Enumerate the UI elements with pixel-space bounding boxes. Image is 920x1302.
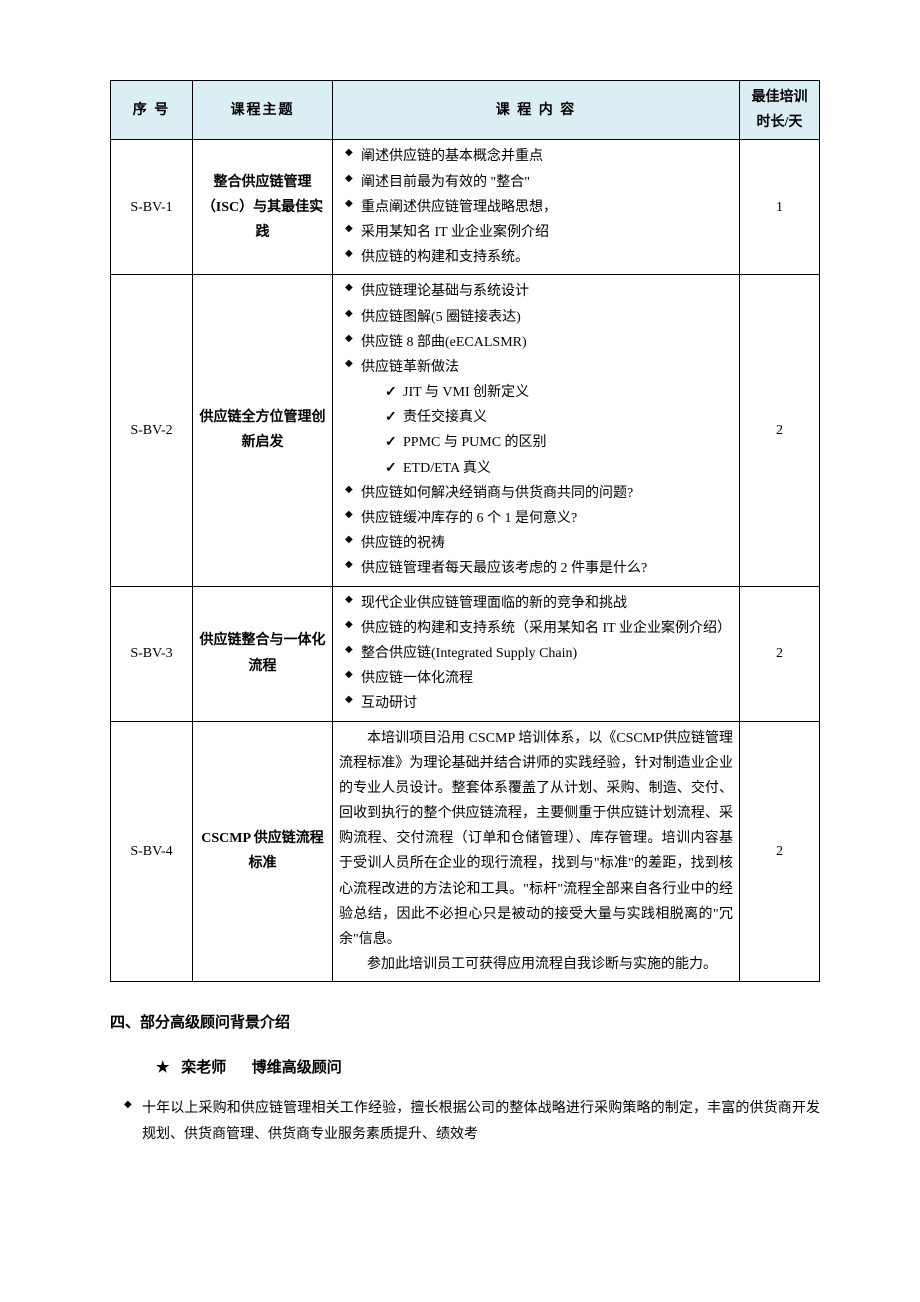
cell-content: 阐述供应链的基本概念并重点阐述目前最为有效的 "整合"重点阐述供应链管理战略思想… [333,140,740,275]
course-table: 序 号 课程主题 课 程 内 容 最佳培训时长/天 S-BV-1整合供应链管理（… [110,80,820,982]
cell-duration: 2 [740,586,820,721]
cell-duration: 1 [740,140,820,275]
cell-topic: 整合供应链管理（ISC）与其最佳实践 [193,140,333,275]
cell-topic: 供应链整合与一体化流程 [193,586,333,721]
consultant-bio-list: 十年以上采购和供应链管理相关工作经验，擅长根据公司的整体战略进行采购策略的制定，… [120,1096,820,1146]
list-item: 供应链如何解决经销商与供货商共同的问题? [339,481,733,506]
table-row: S-BV-4CSCMP 供应链流程标准本培训项目沿用 CSCMP 培训体系，以《… [111,721,820,982]
content-paragraph: 参加此培训员工可获得应用流程自我诊断与实施的能力。 [339,952,733,977]
list-item: 供应链一体化流程 [339,666,733,691]
sublist-item: ETD/ETA 真义 [381,456,733,481]
section-title: 四、部分高级顾问背景介绍 [110,1010,820,1037]
cell-code: S-BV-3 [111,586,193,721]
table-row: S-BV-1整合供应链管理（ISC）与其最佳实践阐述供应链的基本概念并重点阐述目… [111,140,820,275]
th-code: 序 号 [111,81,193,140]
list-item: 采用某知名 IT 业企业案例介绍 [339,220,733,245]
cell-content: 供应链理论基础与系统设计供应链图解(5 圈链接表达)供应链 8 部曲(eECAL… [333,275,740,586]
list-item: 供应链缓冲库存的 6 个 1 是何意义? [339,506,733,531]
th-duration: 最佳培训时长/天 [740,81,820,140]
content-list: 供应链理论基础与系统设计供应链图解(5 圈链接表达)供应链 8 部曲(eECAL… [339,279,733,581]
table-row: S-BV-2供应链全方位管理创新启发供应链理论基础与系统设计供应链图解(5 圈链… [111,275,820,586]
list-item: 供应链的祝祷 [339,531,733,556]
consultant-title: 博维高级顾问 [252,1060,342,1076]
list-item: 阐述供应链的基本概念并重点 [339,144,733,169]
table-header-row: 序 号 课程主题 课 程 内 容 最佳培训时长/天 [111,81,820,140]
consultant-heading: ★ 栾老师 博维高级顾问 [156,1055,820,1082]
sublist: JIT 与 VMI 创新定义责任交接真义PPMC 与 PUMC 的区别ETD/E… [361,380,733,481]
cell-code: S-BV-2 [111,275,193,586]
list-item: 供应链理论基础与系统设计 [339,279,733,304]
bio-item: 十年以上采购和供应链管理相关工作经验，擅长根据公司的整体战略进行采购策略的制定，… [120,1096,820,1146]
list-item: 整合供应链(Integrated Supply Chain) [339,641,733,666]
list-item: 供应链革新做法JIT 与 VMI 创新定义责任交接真义PPMC 与 PUMC 的… [339,355,733,481]
list-item: 供应链图解(5 圈链接表达) [339,305,733,330]
list-item: 供应链 8 部曲(eECALSMR) [339,330,733,355]
table-row: S-BV-3供应链整合与一体化流程现代企业供应链管理面临的新的竞争和挑战供应链的… [111,586,820,721]
list-item: 互动研讨 [339,691,733,716]
th-content: 课 程 内 容 [333,81,740,140]
cell-code: S-BV-1 [111,140,193,275]
cell-topic: 供应链全方位管理创新启发 [193,275,333,586]
star-icon: ★ [156,1060,169,1076]
list-item: 供应链的构建和支持系统。 [339,245,733,270]
list-item: 现代企业供应链管理面临的新的竞争和挑战 [339,591,733,616]
content-list: 现代企业供应链管理面临的新的竞争和挑战供应链的构建和支持系统（采用某知名 IT … [339,591,733,717]
content-paragraph: 本培训项目沿用 CSCMP 培训体系，以《CSCMP供应链管理流程标准》为理论基… [339,726,733,953]
cell-content: 本培训项目沿用 CSCMP 培训体系，以《CSCMP供应链管理流程标准》为理论基… [333,721,740,982]
cell-duration: 2 [740,721,820,982]
list-item: 阐述目前最为有效的 "整合" [339,170,733,195]
cell-content: 现代企业供应链管理面临的新的竞争和挑战供应链的构建和支持系统（采用某知名 IT … [333,586,740,721]
cell-duration: 2 [740,275,820,586]
content-list: 阐述供应链的基本概念并重点阐述目前最为有效的 "整合"重点阐述供应链管理战略思想… [339,144,733,270]
list-item: 重点阐述供应链管理战略思想， [339,195,733,220]
cell-code: S-BV-4 [111,721,193,982]
sublist-item: JIT 与 VMI 创新定义 [381,380,733,405]
cell-topic: CSCMP 供应链流程标准 [193,721,333,982]
sublist-item: PPMC 与 PUMC 的区别 [381,430,733,455]
list-item: 供应链的构建和支持系统（采用某知名 IT 业企业案例介绍） [339,616,733,641]
list-item: 供应链管理者每天最应该考虑的 2 件事是什么? [339,556,733,581]
th-topic: 课程主题 [193,81,333,140]
sublist-item: 责任交接真义 [381,405,733,430]
consultant-name: 栾老师 [181,1060,226,1076]
